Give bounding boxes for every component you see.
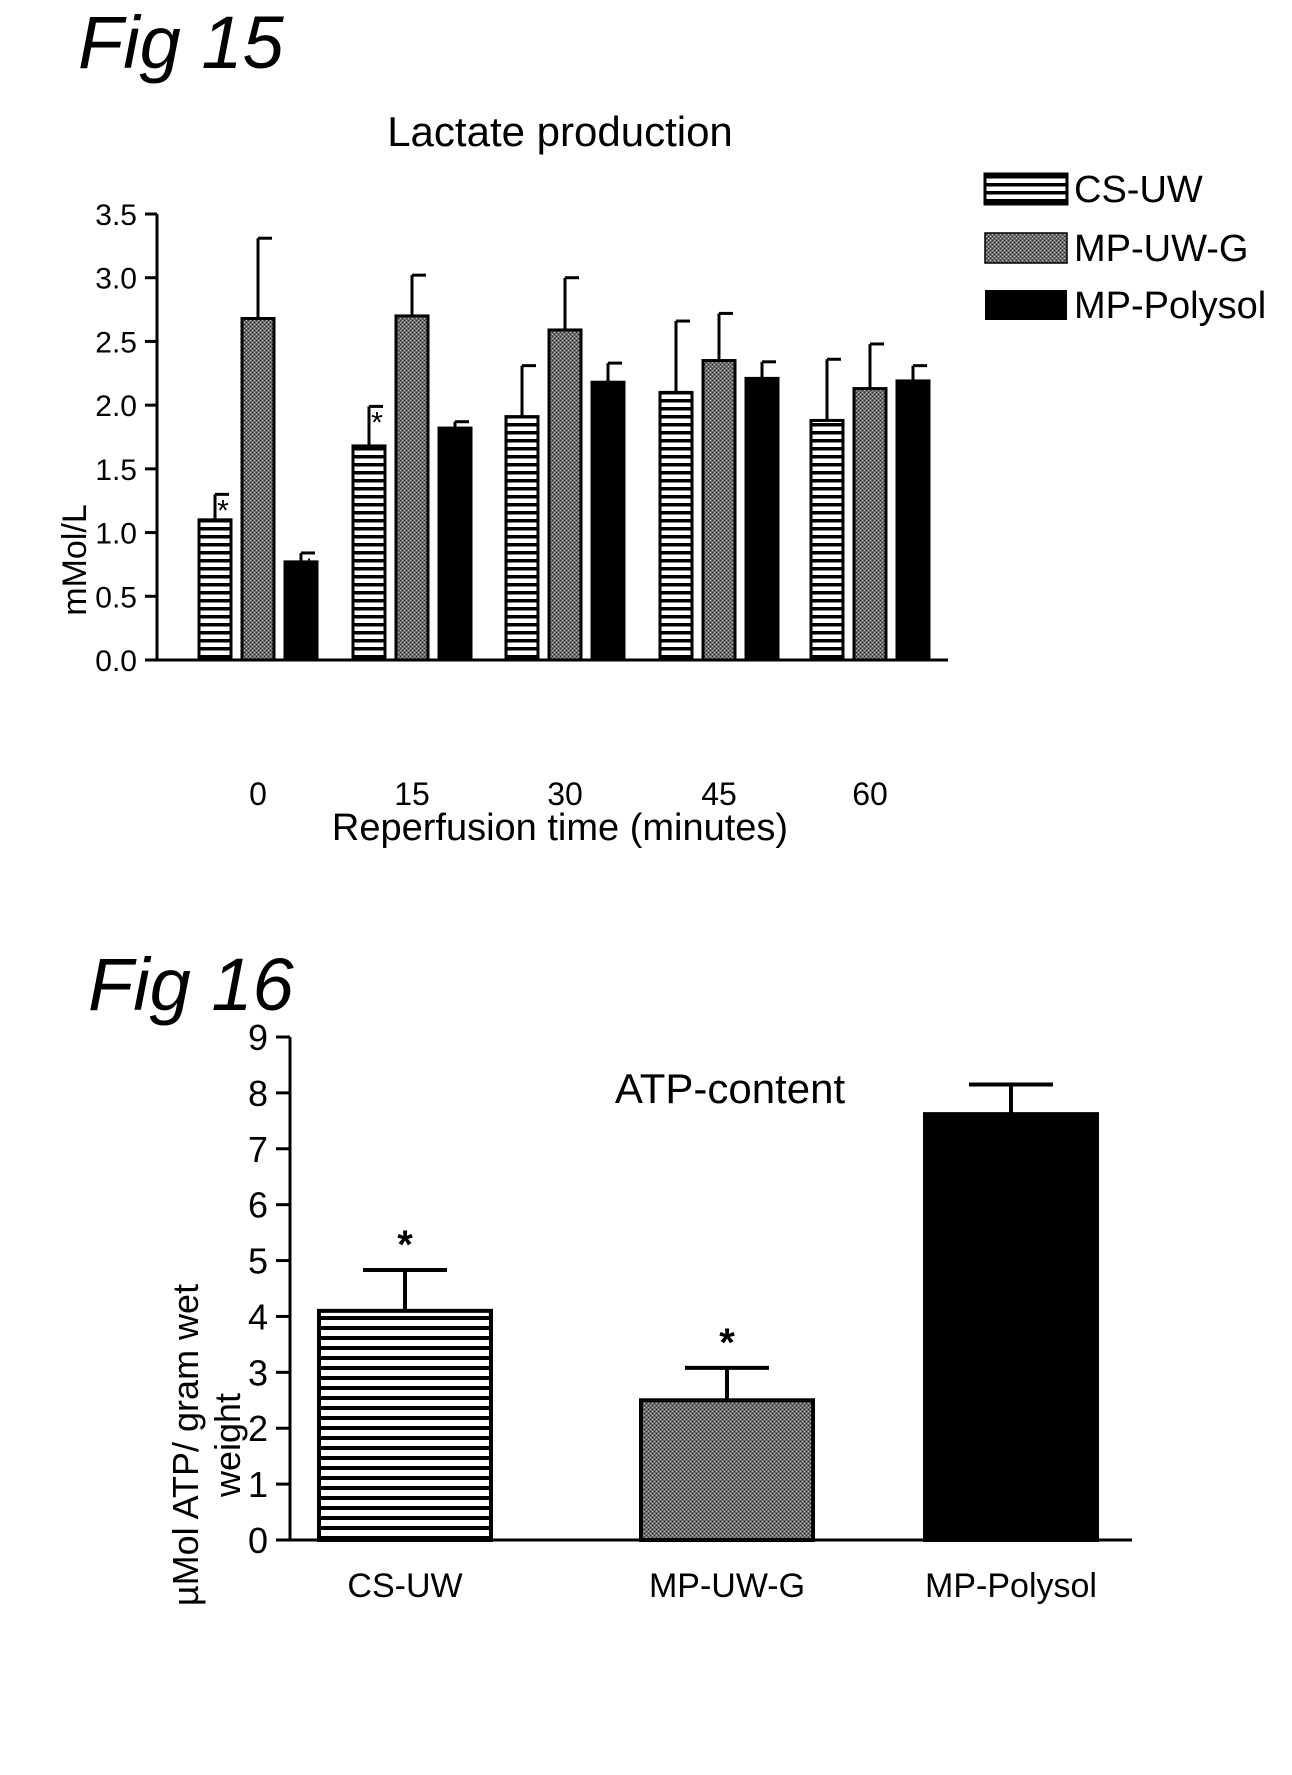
lactate-bar-stipple	[854, 389, 886, 660]
atp-bar-stipple	[641, 1400, 813, 1540]
atp-y-tick-label: 2	[248, 1408, 268, 1449]
fig-15-label: Fig 15	[78, 0, 284, 85]
legend-swatch-cs-uw	[985, 174, 1067, 204]
atp-y-tick-label: 6	[248, 1185, 268, 1226]
lactate-y-tick-label: 2.5	[95, 326, 137, 359]
atp-y-axis: 0 1 2 3 4 5 6 7 8 9	[248, 1017, 290, 1561]
lactate-y-tick-label: 2.0	[95, 390, 137, 423]
lactate-legend: CS-UW MP-UW-G MP-Polysol	[985, 169, 1266, 327]
lactate-y-tick-label: 1.0	[95, 518, 137, 551]
lactate-y-tick-label: 0.5	[95, 581, 137, 614]
lactate-bar-horizontal-stripes	[199, 520, 231, 660]
lactate-y-axis-label: mMol/L	[56, 504, 94, 615]
atp-y-tick-label: 1	[248, 1464, 268, 1505]
atp-y-tick-label: 7	[248, 1129, 268, 1170]
atp-y-tick-label: 5	[248, 1241, 268, 1282]
lactate-bar-horizontal-stripes	[353, 446, 385, 660]
lactate-bar-stipple	[242, 318, 274, 660]
lactate-bar-stipple	[549, 330, 581, 660]
lactate-y-axis: 0.0 0.5 1.0 1.5 2.0 2.5 3.0 3.5	[95, 199, 157, 678]
lactate-bars: * * *	[199, 238, 929, 660]
atp-bar-horizontal-stripes	[319, 1311, 491, 1540]
lactate-x-tick-label: 60	[852, 776, 888, 812]
lactate-bar-solid-black	[592, 382, 624, 660]
lactate-bar-horizontal-stripes	[506, 417, 538, 660]
lactate-bar-solid-black	[746, 378, 778, 660]
atp-x-axis: CS-UW MP-UW-G MP-Polysol	[290, 1540, 1132, 1605]
lactate-x-axis-label: Reperfusion time (minutes)	[332, 807, 788, 849]
atp-y-axis-label-line-1: µMol ATP/ gram wet	[165, 1284, 206, 1606]
lactate-bar-solid-black	[897, 381, 929, 660]
lactate-significance-marker: *	[371, 406, 383, 439]
atp-y-tick-label: 0	[248, 1520, 268, 1561]
lactate-y-tick-label: 1.5	[95, 454, 137, 487]
lactate-significance-marker: *	[217, 494, 229, 527]
atp-chart: ATP-content 0 1 2 3 4 5 6 7 8 9 CS-UW MP-UW-G MP-Po…	[0, 1015, 1292, 1775]
legend-swatch-mp-uw-g	[985, 233, 1067, 263]
atp-y-tick-label: 9	[248, 1017, 268, 1058]
atp-x-tick-label: CS-UW	[347, 1567, 462, 1605]
lactate-y-tick-label: 0.0	[95, 645, 137, 678]
atp-y-axis-label-line-2: weight	[207, 1393, 248, 1498]
legend-label-mp-uw-g: MP-UW-G	[1074, 228, 1249, 270]
atp-x-tick-label: MP-UW-G	[649, 1567, 805, 1605]
atp-chart-title: ATP-content	[615, 1065, 846, 1112]
atp-bar-solid-black	[925, 1114, 1097, 1540]
lactate-y-tick-label: 3.5	[95, 199, 137, 232]
atp-significance-marker: *	[719, 1321, 735, 1365]
lactate-bar-stipple	[703, 361, 735, 660]
atp-y-tick-label: 3	[248, 1352, 268, 1393]
atp-bars: **	[319, 1085, 1097, 1540]
atp-y-tick-label: 4	[248, 1296, 268, 1337]
lactate-chart-title: Lactate production	[387, 110, 733, 155]
lactate-x-tick-label: 0	[249, 776, 267, 812]
lactate-bar-stipple	[396, 316, 428, 660]
legend-label-mp-polysol: MP-Polysol	[1074, 285, 1266, 327]
legend-label-cs-uw: CS-UW	[1074, 169, 1203, 211]
lactate-y-tick-label: 3.0	[95, 263, 137, 296]
lactate-bar-solid-black	[439, 428, 471, 660]
lactate-chart: Lactate production 0.0 0.5 1.0 1.5 2.0 2.5 3.0…	[0, 110, 1292, 980]
atp-x-tick-label: MP-Polysol	[925, 1567, 1097, 1605]
lactate-significance-marker: *	[303, 553, 315, 586]
atp-significance-marker: *	[397, 1223, 413, 1267]
atp-y-tick-label: 8	[248, 1073, 268, 1114]
lactate-bar-horizontal-stripes	[811, 420, 843, 660]
lactate-bar-horizontal-stripes	[660, 392, 692, 660]
legend-swatch-mp-polysol	[985, 290, 1067, 320]
lactate-x-axis: 015304560	[157, 660, 948, 812]
